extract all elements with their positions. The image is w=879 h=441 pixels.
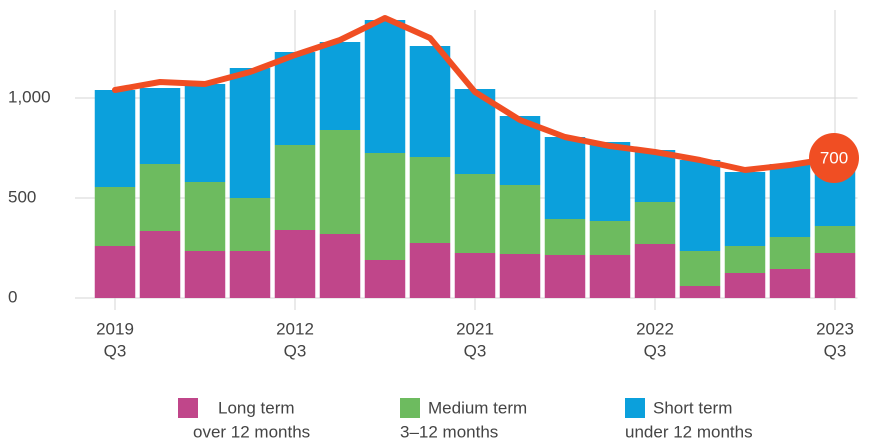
bar-segment bbox=[769, 269, 811, 298]
bar-segment bbox=[139, 88, 181, 164]
bar-segment bbox=[634, 244, 676, 298]
x-tick-label: Q3 bbox=[464, 341, 487, 360]
x-tick-label: 2023 bbox=[816, 319, 854, 338]
bar-segment bbox=[589, 255, 631, 298]
bar-segment bbox=[769, 237, 811, 269]
x-tick-label: Q3 bbox=[284, 341, 307, 360]
bar-segment bbox=[544, 255, 586, 298]
bar-segment bbox=[184, 84, 226, 182]
x-tick-label: Q3 bbox=[104, 341, 127, 360]
legend-label: Medium term bbox=[428, 398, 527, 417]
bar-segment bbox=[724, 172, 766, 246]
legend-label: Long term bbox=[218, 398, 295, 417]
bar-segment bbox=[94, 90, 136, 187]
bar-segment bbox=[364, 260, 406, 298]
x-tick-label: 2021 bbox=[456, 319, 494, 338]
bar-segment bbox=[409, 46, 451, 157]
bar-segment bbox=[229, 251, 271, 298]
bar-segment bbox=[94, 246, 136, 298]
bar-segment bbox=[319, 42, 361, 130]
bar-segment bbox=[274, 52, 316, 145]
bar-segment bbox=[499, 185, 541, 254]
bar-segment bbox=[139, 164, 181, 231]
x-tick-label: 2012 bbox=[276, 319, 314, 338]
legend-swatch bbox=[178, 398, 198, 418]
bar-segment bbox=[634, 202, 676, 244]
bar-segment bbox=[409, 243, 451, 298]
bar-segment bbox=[589, 142, 631, 221]
bar-segment bbox=[814, 226, 856, 253]
y-tick-label: 500 bbox=[8, 187, 36, 206]
bar-segment bbox=[274, 230, 316, 298]
bar-segment bbox=[544, 137, 586, 219]
legend-label: Short term bbox=[653, 398, 732, 417]
bar-segment bbox=[454, 174, 496, 253]
bar-segment bbox=[814, 253, 856, 298]
total-value-label: 700 bbox=[820, 148, 848, 167]
bar-segment bbox=[274, 145, 316, 230]
bar-segment bbox=[184, 251, 226, 298]
bar-segment bbox=[679, 251, 721, 286]
bar-segment bbox=[724, 273, 766, 298]
bar-segment bbox=[769, 164, 811, 237]
legend-swatch bbox=[400, 398, 420, 418]
legend-swatch bbox=[625, 398, 645, 418]
bar-segment bbox=[679, 160, 721, 251]
x-tick-label: Q3 bbox=[824, 341, 847, 360]
bar-segment bbox=[589, 221, 631, 255]
bar-segment bbox=[139, 231, 181, 298]
y-tick-label: 0 bbox=[8, 287, 17, 306]
total-badge bbox=[809, 133, 859, 183]
legend-description: 3–12 months bbox=[400, 422, 498, 441]
bar-segment bbox=[409, 157, 451, 243]
bar-segment bbox=[364, 153, 406, 260]
legend-description: under 12 months bbox=[625, 422, 753, 441]
bar-segment bbox=[94, 187, 136, 246]
bar-segment bbox=[634, 150, 676, 202]
bar-segment bbox=[454, 253, 496, 298]
x-tick-label: Q3 bbox=[644, 341, 667, 360]
y-tick-label: 1,000 bbox=[8, 87, 51, 106]
bar-segment bbox=[544, 219, 586, 255]
bar-segment bbox=[724, 246, 766, 273]
bar-segment bbox=[319, 130, 361, 234]
x-tick-label: 2019 bbox=[96, 319, 134, 338]
bar-segment bbox=[679, 286, 721, 298]
bar-segment bbox=[364, 20, 406, 153]
bar-segment bbox=[499, 254, 541, 298]
total-line bbox=[112, 15, 838, 173]
bar-segment bbox=[229, 198, 271, 251]
bar-segment bbox=[319, 234, 361, 298]
legend-description: over 12 months bbox=[193, 422, 310, 441]
bar-segment bbox=[184, 182, 226, 251]
x-tick-label: 2022 bbox=[636, 319, 674, 338]
bar-segment bbox=[229, 68, 271, 198]
